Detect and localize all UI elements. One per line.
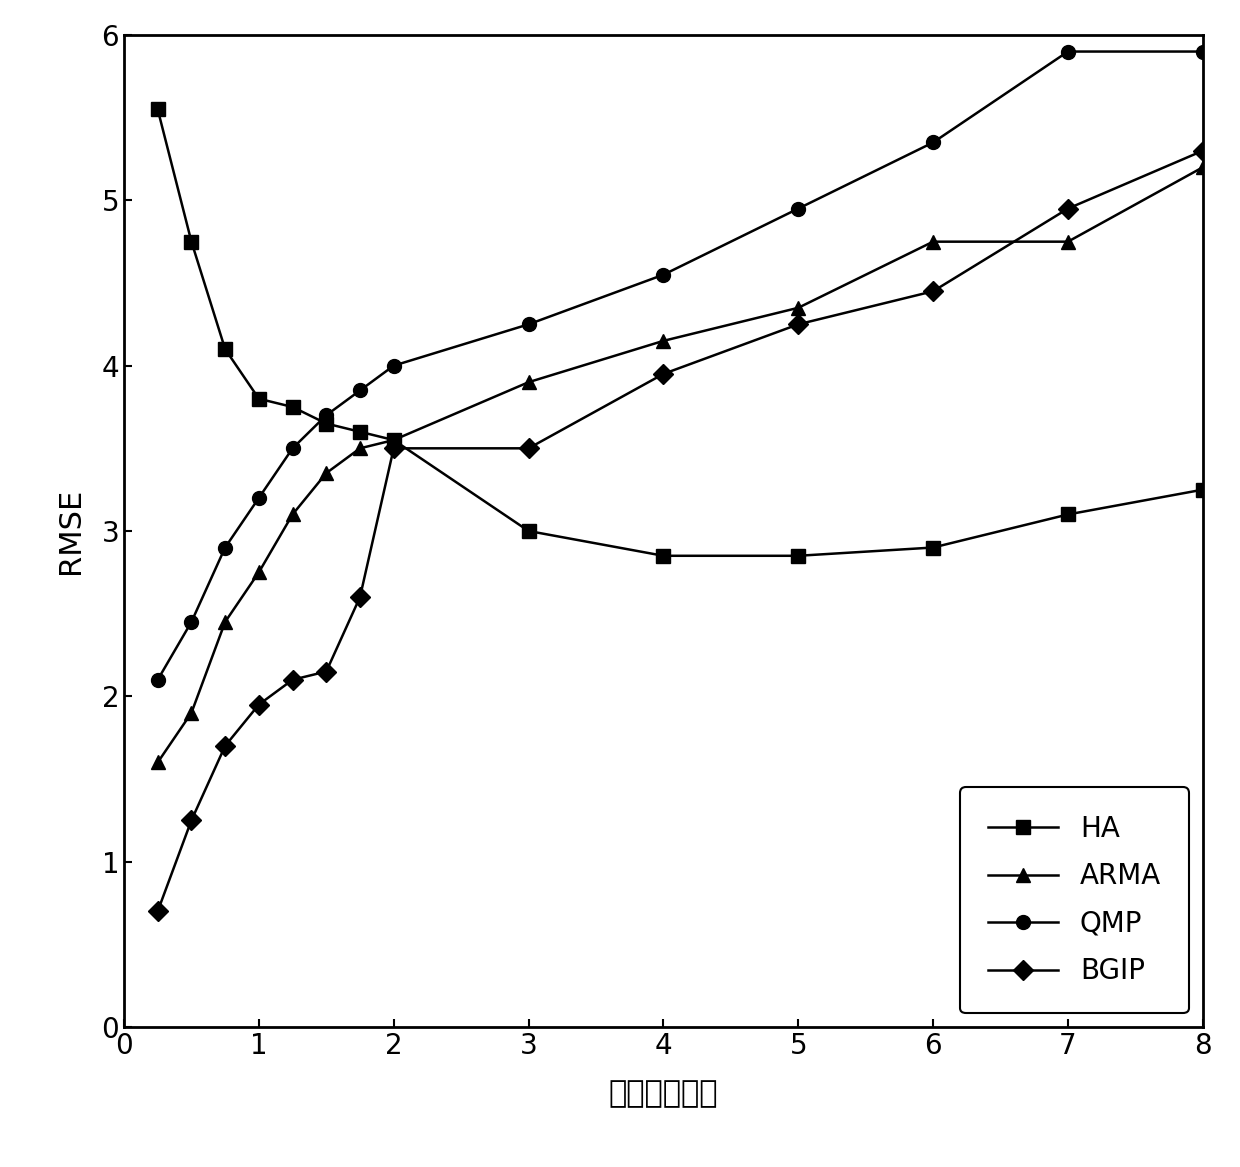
ARMA: [252, 565, 267, 579]
X-axis label: 时间（小时）: 时间（小时）: [609, 1079, 718, 1109]
BGIP: [387, 441, 402, 455]
HA: [150, 103, 165, 117]
BGIP: [791, 317, 806, 331]
Legend: HA, ARMA, QMP, BGIP: HA, ARMA, QMP, BGIP: [961, 788, 1189, 1013]
Line: QMP: QMP: [151, 44, 1210, 686]
Line: BGIP: BGIP: [151, 144, 1210, 918]
HA: [252, 392, 267, 406]
HA: [1195, 483, 1210, 497]
BGIP: [1195, 144, 1210, 158]
QMP: [791, 202, 806, 216]
QMP: [252, 491, 267, 505]
QMP: [184, 615, 198, 629]
QMP: [150, 672, 165, 686]
BGIP: [925, 285, 940, 299]
QMP: [656, 267, 671, 281]
HA: [925, 540, 940, 554]
ARMA: [184, 706, 198, 720]
BGIP: [150, 904, 165, 918]
ARMA: [656, 334, 671, 348]
Line: ARMA: ARMA: [151, 160, 1210, 769]
BGIP: [218, 739, 233, 753]
HA: [387, 433, 402, 447]
QMP: [218, 540, 233, 554]
ARMA: [1060, 235, 1075, 249]
HA: [1060, 508, 1075, 522]
BGIP: [252, 698, 267, 712]
BGIP: [656, 366, 671, 380]
QMP: [319, 408, 334, 422]
Y-axis label: RMSE: RMSE: [56, 488, 84, 574]
ARMA: [1195, 160, 1210, 174]
BGIP: [1060, 202, 1075, 216]
Line: HA: HA: [151, 103, 1210, 562]
ARMA: [218, 615, 233, 629]
ARMA: [925, 235, 940, 249]
ARMA: [285, 508, 300, 522]
QMP: [387, 358, 402, 372]
HA: [285, 400, 300, 414]
ARMA: [791, 301, 806, 315]
QMP: [1060, 44, 1075, 58]
BGIP: [285, 672, 300, 686]
HA: [352, 425, 367, 439]
QMP: [521, 317, 536, 331]
ARMA: [352, 441, 367, 455]
QMP: [352, 384, 367, 398]
QMP: [925, 135, 940, 149]
HA: [521, 524, 536, 538]
BGIP: [319, 664, 334, 678]
HA: [218, 342, 233, 356]
BGIP: [352, 591, 367, 605]
QMP: [285, 441, 300, 455]
BGIP: [521, 441, 536, 455]
ARMA: [387, 433, 402, 447]
ARMA: [319, 466, 334, 480]
HA: [791, 548, 806, 562]
HA: [184, 235, 198, 249]
BGIP: [184, 813, 198, 827]
HA: [656, 548, 671, 562]
ARMA: [521, 376, 536, 390]
ARMA: [150, 755, 165, 769]
HA: [319, 417, 334, 431]
QMP: [1195, 44, 1210, 58]
